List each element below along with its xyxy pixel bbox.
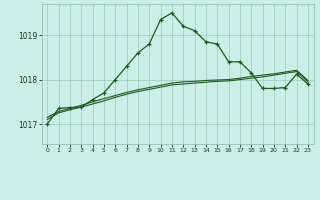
Text: Graphe pression niveau de la mer (hPa): Graphe pression niveau de la mer (hPa) bbox=[59, 183, 261, 192]
